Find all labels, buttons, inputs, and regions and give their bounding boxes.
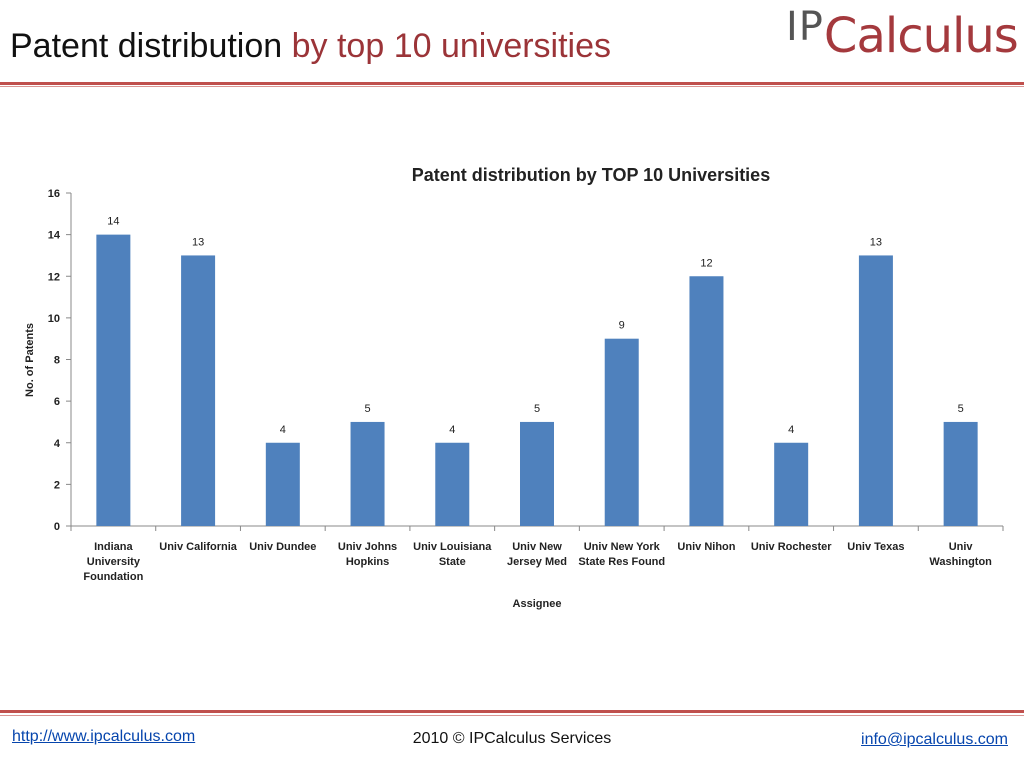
- data-label: 4: [788, 424, 794, 436]
- y-tick-label: 2: [54, 479, 60, 491]
- category-label-line: Univ New York: [584, 541, 661, 553]
- header-divider: [0, 82, 1024, 85]
- bar: [604, 338, 639, 526]
- category-label-line: Univ Dundee: [249, 541, 316, 553]
- y-tick-label: 10: [48, 313, 60, 325]
- bar: [689, 276, 724, 526]
- header-divider-thin: [0, 86, 1024, 87]
- category-label-line: Univ Rochester: [751, 541, 832, 553]
- ipcalculus-logo: IPCalculus: [786, 4, 1019, 78]
- website-link[interactable]: http://www.ipcalculus.com: [12, 728, 196, 745]
- footer-divider: [0, 710, 1024, 713]
- patent-bar-chart: Patent distribution by TOP 10 Universiti…: [24, 165, 1004, 610]
- category-label-line: Univ Texas: [847, 541, 904, 553]
- y-tick-label: 12: [48, 271, 60, 283]
- logo-ip-text: IP: [786, 4, 824, 50]
- data-label: 9: [619, 320, 625, 332]
- category-label-line: State Res Found: [578, 556, 665, 568]
- bar: [435, 442, 470, 526]
- data-label: 12: [700, 257, 712, 269]
- email-link[interactable]: info@ipcalculus.com: [861, 731, 1008, 748]
- y-tick-label: 6: [54, 396, 60, 408]
- category-label-line: University: [87, 556, 141, 568]
- category-label-line: Jersey Med: [507, 556, 567, 568]
- y-tick-label: 0: [54, 521, 60, 533]
- data-label: 14: [107, 216, 119, 228]
- category-label-line: Washington: [929, 556, 992, 568]
- data-label: 5: [534, 403, 540, 415]
- data-label: 13: [870, 236, 882, 248]
- bar: [943, 421, 978, 526]
- data-label: 4: [449, 424, 455, 436]
- chart-title: Patent distribution by TOP 10 Universiti…: [412, 165, 770, 185]
- data-label: 13: [192, 236, 204, 248]
- category-label-line: Indiana: [94, 541, 133, 553]
- category-label-line: Univ California: [159, 541, 238, 553]
- y-tick-label: 4: [54, 438, 61, 450]
- category-label: Univ Texas: [847, 541, 904, 553]
- category-label: Univ Nihon: [677, 541, 735, 553]
- category-label: Univ Washington: [929, 541, 992, 568]
- bar: [350, 421, 385, 526]
- category-label-line: Univ: [949, 541, 974, 553]
- category-label: Univ Louisiana State: [413, 541, 492, 568]
- logo-calculus-text: Calculus: [823, 8, 1019, 64]
- page-title-accent: by top 10 universities: [291, 27, 612, 65]
- footer-divider-thin: [0, 715, 1024, 716]
- category-label-line: Univ Nihon: [677, 541, 735, 553]
- category-label: Univ Dundee: [249, 541, 316, 553]
- category-label: Univ California: [159, 541, 238, 553]
- y-tick-label: 14: [48, 230, 61, 242]
- page-title-main: Patent distribution: [10, 27, 283, 65]
- y-tick-label: 8: [54, 355, 60, 367]
- bar: [858, 255, 893, 526]
- category-label: Univ New Jersey Med: [507, 541, 567, 568]
- category-label-line: Univ Johns: [338, 541, 397, 553]
- y-axis-title: No. of Patents: [24, 323, 36, 397]
- copyright-text: 2010 © IPCalculus Services: [412, 730, 612, 747]
- category-label: Univ Johns Hopkins: [338, 541, 397, 568]
- bar: [181, 255, 216, 526]
- y-tick-label: 16: [48, 188, 60, 200]
- category-label-line: Hopkins: [346, 556, 389, 568]
- category-label-line: State: [439, 556, 466, 568]
- category-label-line: Univ Louisiana: [413, 541, 492, 553]
- bar: [265, 442, 300, 526]
- category-label-line: Univ New: [512, 541, 562, 553]
- bar: [774, 442, 809, 526]
- data-label: 5: [364, 403, 370, 415]
- category-label: Indiana University Foundation: [83, 541, 143, 583]
- data-label: 5: [958, 403, 964, 415]
- category-label-line: Foundation: [83, 571, 143, 583]
- data-label: 4: [280, 424, 286, 436]
- bar: [520, 421, 554, 526]
- bar: [96, 234, 131, 526]
- x-axis-title: Assignee: [513, 598, 562, 610]
- category-label: Univ Rochester: [751, 541, 832, 553]
- category-label: Univ New York State Res Found: [578, 541, 665, 568]
- page-title: Patent distribution by top 10 universiti…: [10, 24, 611, 68]
